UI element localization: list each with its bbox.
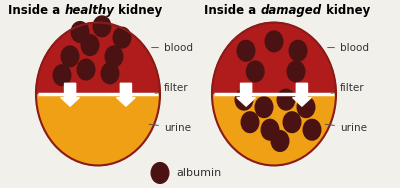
Ellipse shape	[36, 23, 160, 165]
Ellipse shape	[93, 16, 111, 37]
Text: filter: filter	[331, 83, 365, 93]
Ellipse shape	[255, 97, 273, 118]
Ellipse shape	[101, 63, 119, 84]
Ellipse shape	[151, 163, 169, 183]
Text: damaged: damaged	[260, 4, 322, 17]
FancyArrow shape	[61, 83, 79, 106]
Ellipse shape	[271, 131, 289, 151]
FancyArrow shape	[237, 83, 256, 106]
Text: albumin: albumin	[177, 168, 222, 178]
Ellipse shape	[71, 22, 89, 42]
Text: blood: blood	[328, 42, 369, 53]
Text: Inside a: Inside a	[204, 4, 260, 17]
Ellipse shape	[36, 23, 160, 165]
Ellipse shape	[303, 119, 321, 140]
Ellipse shape	[289, 40, 307, 61]
Ellipse shape	[212, 23, 336, 165]
Text: healthy: healthy	[64, 4, 114, 17]
Ellipse shape	[61, 46, 79, 67]
Ellipse shape	[297, 97, 315, 118]
Ellipse shape	[261, 119, 279, 140]
Text: kidney: kidney	[322, 4, 370, 17]
Text: urine: urine	[149, 123, 191, 133]
Ellipse shape	[237, 40, 255, 61]
Ellipse shape	[81, 35, 99, 55]
Ellipse shape	[283, 112, 301, 133]
FancyArrow shape	[293, 83, 311, 106]
Ellipse shape	[265, 31, 283, 52]
Ellipse shape	[246, 61, 264, 82]
Ellipse shape	[212, 23, 336, 165]
Text: filter: filter	[155, 83, 189, 93]
Text: kidney: kidney	[114, 4, 162, 17]
Ellipse shape	[77, 59, 95, 80]
Ellipse shape	[241, 112, 259, 133]
Text: Inside a: Inside a	[8, 4, 64, 17]
Ellipse shape	[277, 89, 295, 110]
Ellipse shape	[287, 61, 305, 82]
Ellipse shape	[53, 65, 71, 86]
Ellipse shape	[105, 46, 123, 67]
Text: urine: urine	[325, 123, 367, 133]
Text: blood: blood	[152, 42, 193, 53]
Ellipse shape	[235, 89, 253, 110]
FancyArrow shape	[117, 83, 135, 106]
Ellipse shape	[113, 27, 131, 48]
